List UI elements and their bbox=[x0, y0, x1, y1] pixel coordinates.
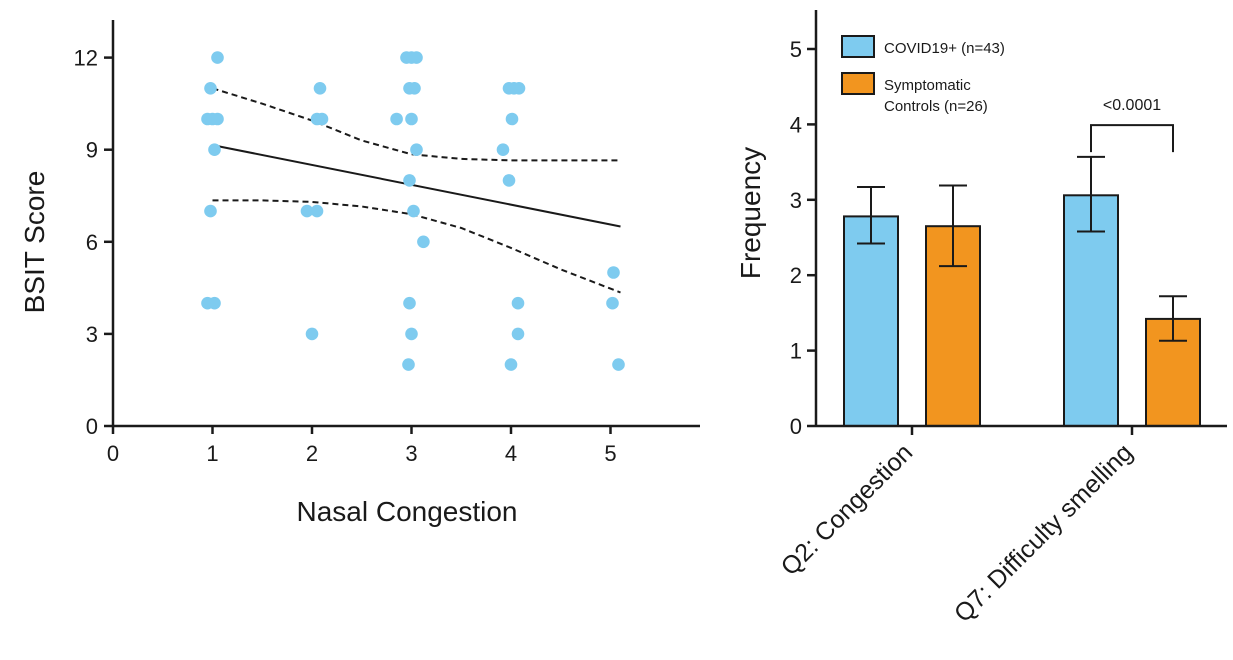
scatter-point bbox=[512, 82, 526, 95]
scatter-point bbox=[511, 296, 525, 310]
bar-y-tick-label: 3 bbox=[790, 188, 802, 213]
scatter-x-axis-label: Nasal Congestion bbox=[296, 496, 517, 527]
scatter-point bbox=[305, 327, 319, 341]
scatter-point bbox=[410, 143, 423, 156]
scatter-point bbox=[606, 296, 619, 310]
confidence-band-lower bbox=[212, 199, 621, 294]
scatter-point bbox=[315, 112, 329, 126]
legend-label: COVID19+ (n=43) bbox=[884, 40, 1005, 57]
legend-label: Controls (n=26) bbox=[884, 98, 988, 115]
scatter-point bbox=[505, 112, 519, 126]
scatter-point bbox=[402, 358, 415, 371]
scatter-y-tick-label: 9 bbox=[86, 138, 98, 163]
scatter-y-axis-label: BSIT Score bbox=[19, 171, 50, 314]
scatter-plot-area bbox=[201, 51, 625, 371]
scatter-y-tick-label: 6 bbox=[86, 230, 98, 255]
scatter-point bbox=[417, 235, 430, 249]
scatter-y-tick-label: 12 bbox=[74, 46, 98, 71]
bar-chart: <0.0001 0 1 2 3 4 5 Q2: Congestion Q7: Difficu… bbox=[735, 10, 1227, 628]
legend-label: Symptomatic bbox=[884, 77, 971, 94]
scatter-point bbox=[313, 82, 327, 95]
scatter-point bbox=[407, 204, 420, 218]
scatter-point bbox=[496, 143, 510, 156]
bar bbox=[843, 215, 899, 427]
bar-category-label: Q2: Congestion bbox=[776, 438, 919, 581]
bar-y-tick-label: 0 bbox=[790, 414, 802, 439]
scatter-x-tick-label: 4 bbox=[505, 441, 517, 466]
scatter-point bbox=[511, 327, 525, 341]
scatter-point bbox=[405, 112, 418, 126]
scatter-point bbox=[211, 112, 224, 126]
scatter-y-axis: 0 3 6 9 12 bbox=[74, 20, 115, 439]
legend-swatch bbox=[841, 35, 875, 58]
scatter-point bbox=[408, 82, 421, 95]
bar-y-tick-label: 1 bbox=[790, 339, 802, 364]
scatter-point bbox=[410, 51, 423, 64]
legend-swatch bbox=[841, 72, 875, 95]
scatter-x-tick-label: 3 bbox=[405, 441, 417, 466]
bar-y-tick-label: 5 bbox=[790, 37, 802, 62]
bar-y-axis: 0 1 2 3 4 5 bbox=[790, 10, 818, 439]
bar-x-axis: Q2: Congestion Q7: Difficulty smelling bbox=[776, 424, 1227, 628]
bar-y-tick-label: 4 bbox=[790, 112, 802, 137]
scatter-x-tick-label: 1 bbox=[206, 441, 218, 466]
scatter-point bbox=[403, 296, 416, 310]
significance-bracket bbox=[1090, 124, 1174, 153]
scatter-point bbox=[310, 204, 324, 218]
scatter-point bbox=[300, 204, 314, 218]
bar-category-label: Q7: Difficulty smelling bbox=[949, 438, 1138, 627]
scatter-x-tick-label: 2 bbox=[306, 441, 318, 466]
scatter-point bbox=[502, 174, 516, 187]
scatter-y-tick-label: 0 bbox=[86, 414, 98, 439]
legend: COVID19+ (n=43) Symptomatic Controls (n=26… bbox=[841, 35, 1005, 115]
bar-plot-area: <0.0001 bbox=[843, 97, 1201, 427]
scatter-point bbox=[403, 174, 416, 187]
bar-y-axis-label: Frequency bbox=[735, 147, 766, 279]
bar bbox=[1145, 317, 1201, 427]
scatter-point bbox=[612, 358, 625, 371]
scatter-point bbox=[208, 296, 221, 310]
scatter-point bbox=[204, 82, 217, 95]
bar-y-tick-label: 2 bbox=[790, 263, 802, 288]
confidence-band-upper bbox=[212, 87, 621, 162]
scatter-point bbox=[504, 358, 518, 371]
scatter-x-axis: 0 1 2 3 4 5 bbox=[107, 424, 700, 466]
scatter-point bbox=[390, 112, 403, 126]
scatter-point bbox=[211, 51, 224, 64]
scatter-y-tick-label: 3 bbox=[86, 322, 98, 347]
scatter-x-tick-label: 5 bbox=[604, 441, 616, 466]
scatter-point bbox=[204, 204, 217, 218]
regression-line bbox=[212, 144, 621, 228]
scatter-point bbox=[607, 266, 620, 279]
scatter-x-tick-label: 0 bbox=[107, 441, 119, 466]
scatter-point bbox=[208, 143, 221, 156]
significance-label: <0.0001 bbox=[1103, 97, 1161, 114]
scatter-point bbox=[405, 327, 418, 341]
